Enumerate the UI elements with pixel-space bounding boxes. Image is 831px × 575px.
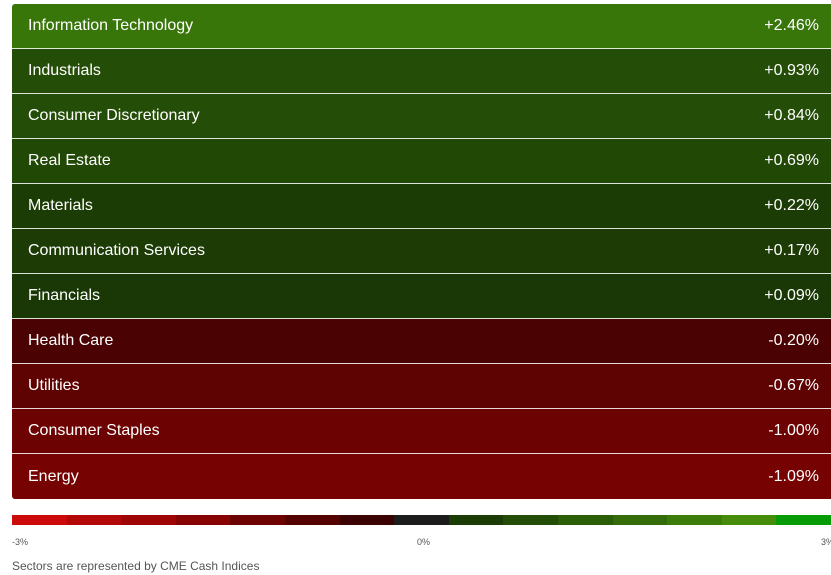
sector-name: Energy [28, 467, 79, 485]
scale-segment [448, 515, 504, 525]
sector-row[interactable]: Information Technology +2.46% [12, 4, 831, 49]
footnote: Sectors are represented by CME Cash Indi… [12, 559, 260, 573]
sector-change: +0.93% [764, 62, 819, 79]
sector-change: +0.09% [764, 287, 819, 304]
sector-name: Financials [28, 287, 101, 304]
sector-row[interactable]: Communication Services +0.17% [12, 229, 831, 274]
scale-segment [557, 515, 613, 525]
sector-row[interactable]: Real Estate +0.69% [12, 139, 831, 184]
scale-segment [612, 515, 668, 525]
sector-name: Materials [28, 197, 93, 214]
scale-segment [503, 515, 558, 525]
scale-segment [230, 515, 285, 525]
sector-change: -0.20% [768, 332, 819, 349]
sector-name: Real Estate [28, 152, 111, 169]
sector-row[interactable]: Consumer Discretionary +0.84% [12, 94, 831, 139]
scale-segment [667, 515, 722, 525]
sector-name: Consumer Staples [28, 422, 160, 439]
sector-row[interactable]: Utilities -0.67% [12, 364, 831, 409]
scale-segment [339, 515, 395, 525]
sector-change: +0.69% [764, 152, 819, 169]
sector-change: +0.84% [764, 107, 819, 124]
sector-row[interactable]: Financials +0.09% [12, 274, 831, 319]
scale-segment [121, 515, 176, 525]
sector-change: -0.67% [768, 377, 819, 394]
sector-row[interactable]: Energy -1.09% [12, 454, 831, 499]
sector-row[interactable]: Industrials +0.93% [12, 49, 831, 94]
color-scale-legend [12, 515, 831, 525]
sector-heatmap: Information Technology +2.46% Industrials +… [12, 4, 831, 499]
scale-segment [394, 515, 449, 525]
sector-name: Consumer Discretionary [28, 107, 200, 124]
sector-row[interactable]: Consumer Staples -1.00% [12, 409, 831, 454]
sector-change: -1.00% [768, 422, 819, 439]
sector-name: Information Technology [28, 17, 194, 34]
scale-segment [776, 515, 831, 525]
sector-change: +0.17% [764, 242, 819, 259]
sector-change: +2.46% [764, 17, 819, 34]
scale-segment [721, 515, 777, 525]
sector-name: Utilities [28, 377, 80, 394]
scale-mid-label: 0% [417, 537, 431, 547]
scale-min-label: -3% [12, 537, 29, 547]
scale-segment [66, 515, 122, 525]
scale-max-label: 3% [821, 537, 831, 547]
sector-row[interactable]: Health Care -0.20% [12, 319, 831, 364]
sector-name: Communication Services [28, 242, 205, 259]
scale-segment [12, 515, 67, 525]
sector-change: +0.22% [764, 197, 819, 214]
scale-segment [284, 515, 340, 525]
scale-segment [175, 515, 231, 525]
sector-name: Industrials [28, 62, 101, 79]
sector-name: Health Care [28, 332, 114, 349]
sector-change: -1.09% [768, 467, 819, 485]
sector-row[interactable]: Materials +0.22% [12, 184, 831, 229]
